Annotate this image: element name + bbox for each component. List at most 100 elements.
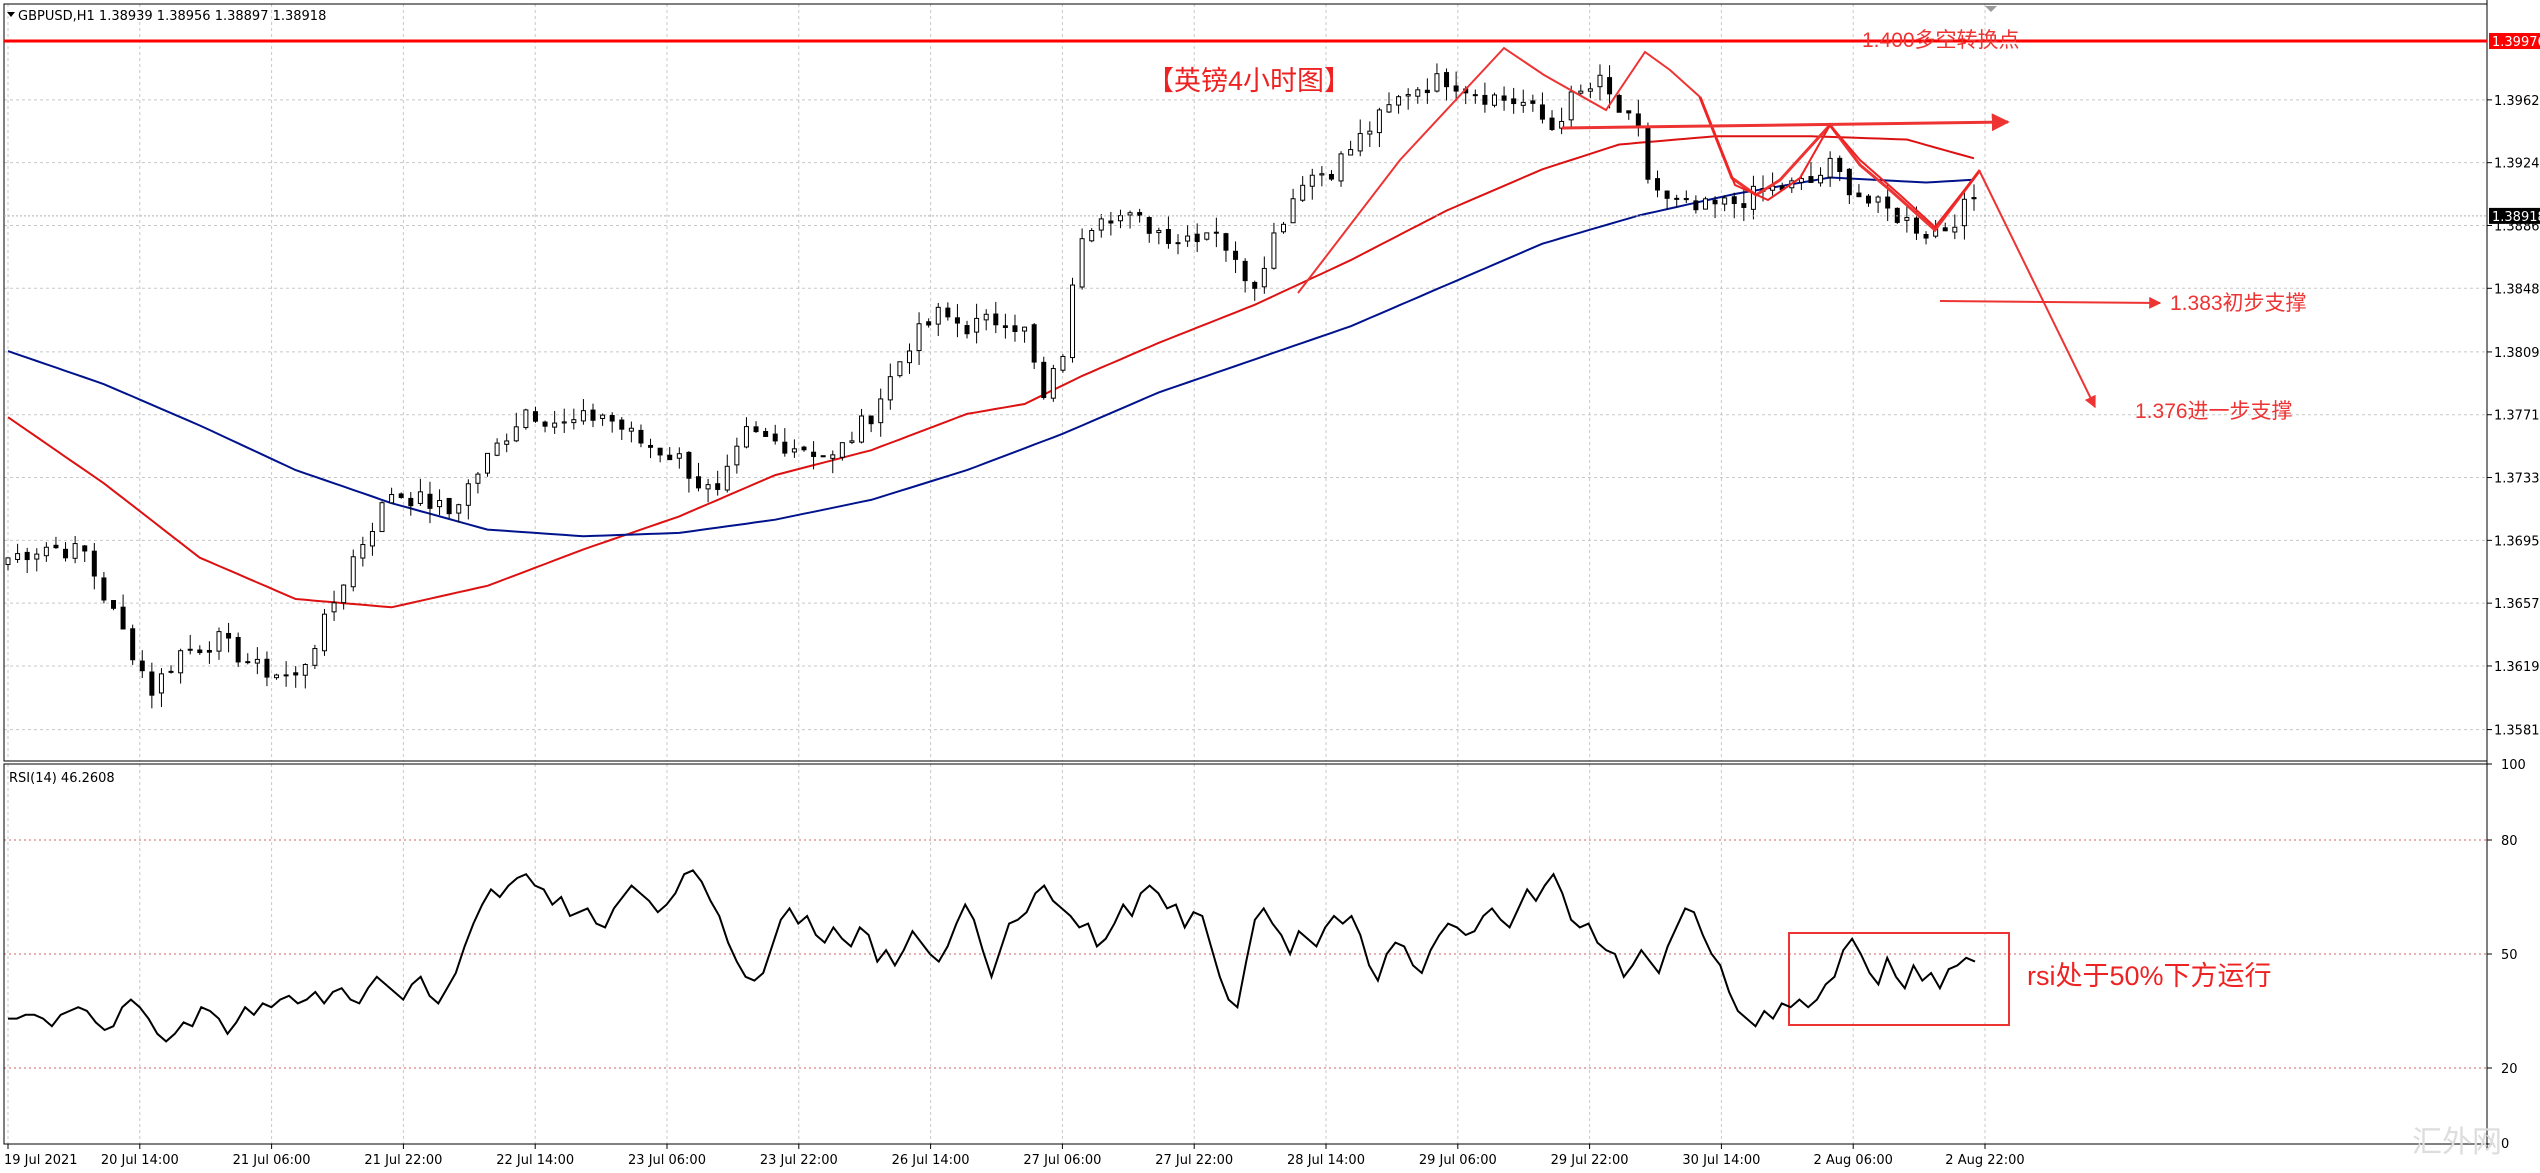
candle-body (964, 325, 970, 335)
candle-body (1539, 104, 1545, 120)
candle-body (1693, 200, 1699, 211)
time-tick-label: 23 Jul 06:00 (628, 1153, 706, 1168)
candle (245, 653, 251, 665)
candle (1098, 214, 1104, 238)
candle-body (1156, 230, 1162, 234)
candle-body (1242, 260, 1248, 282)
candle (1818, 167, 1824, 187)
candle-body (72, 543, 78, 559)
candle-body (341, 584, 347, 604)
candle-body (216, 631, 222, 652)
candle-body (1338, 153, 1344, 182)
candle (609, 412, 615, 433)
candle-body (935, 306, 941, 325)
candle (91, 542, 97, 590)
candle-body (1885, 196, 1891, 209)
candle-body (187, 648, 193, 651)
candle (906, 343, 912, 374)
candle-body (676, 453, 682, 459)
candle-body (801, 446, 807, 451)
candle-body (1482, 94, 1488, 105)
candle (321, 608, 327, 656)
candle (1338, 151, 1344, 187)
candle (954, 304, 960, 338)
candle (993, 301, 999, 334)
candle-body (1626, 110, 1632, 114)
candle-body (1424, 89, 1430, 94)
candle-body (369, 531, 375, 547)
candle (1712, 196, 1718, 219)
candle-body (1204, 232, 1210, 240)
candle-body (1961, 198, 1967, 227)
price-tick-label: 1.36195 (2494, 660, 2540, 675)
candle (552, 410, 558, 434)
price-grid (4, 4, 2487, 761)
candle-body (1894, 207, 1900, 223)
candle (1079, 228, 1085, 290)
price-tick-label: 1.39620 (2494, 94, 2540, 109)
candle (1175, 234, 1181, 255)
candle-body (427, 493, 433, 509)
candle (1444, 68, 1450, 101)
candle (1837, 155, 1843, 182)
candle-body (1511, 98, 1517, 105)
candle (715, 470, 721, 496)
candle-body (197, 649, 203, 654)
candle-body (417, 491, 423, 504)
time-tick-label: 21 Jul 22:00 (364, 1153, 442, 1168)
candle (657, 447, 663, 463)
candle-body (475, 473, 481, 484)
candle-body (389, 494, 395, 504)
candle (1386, 92, 1392, 114)
candle-body (34, 553, 40, 560)
candle (187, 634, 193, 655)
candle (149, 662, 155, 709)
candle (782, 428, 788, 457)
candle-body (1798, 178, 1804, 183)
candle (293, 666, 299, 688)
candle (600, 413, 606, 426)
candle (1281, 221, 1287, 234)
shift-marker-icon[interactable] (1985, 6, 1997, 12)
candle-body (1875, 196, 1881, 203)
candle (1165, 216, 1171, 249)
candle (724, 454, 730, 493)
candle (935, 302, 941, 336)
candle-body (91, 550, 97, 577)
candle-body (1578, 90, 1584, 94)
candle-body (1328, 173, 1334, 180)
candle (1367, 121, 1373, 148)
menu-triangle-icon[interactable] (7, 12, 15, 17)
candle (1396, 94, 1402, 114)
candle (465, 479, 471, 520)
candle (1549, 110, 1555, 131)
candle (494, 438, 500, 457)
candle-body (206, 649, 212, 653)
candle-body (1252, 281, 1258, 289)
candle-body (1808, 176, 1814, 183)
candle-body (906, 350, 912, 364)
candle-body (1635, 113, 1641, 126)
candle-body (1175, 242, 1181, 245)
candle-body (1472, 94, 1478, 97)
candle (1961, 190, 1967, 240)
candle (1664, 190, 1670, 210)
candle (1070, 277, 1076, 363)
candle (1491, 92, 1497, 108)
candle-body (1683, 198, 1689, 201)
candle-body (571, 419, 577, 424)
candle-body (1722, 197, 1728, 205)
candle-body (609, 415, 615, 422)
candle (283, 661, 289, 687)
candle (1424, 78, 1430, 104)
candle-body (772, 433, 778, 442)
candle (1520, 89, 1526, 113)
candle-body (1261, 267, 1267, 288)
time-tick-label: 22 Jul 14:00 (496, 1153, 574, 1168)
time-tick-label: 27 Jul 06:00 (1023, 1153, 1101, 1168)
candle-body (743, 426, 749, 448)
annotation-lines (1297, 46, 2162, 1026)
candle (1300, 176, 1306, 203)
candle-body (724, 465, 730, 491)
